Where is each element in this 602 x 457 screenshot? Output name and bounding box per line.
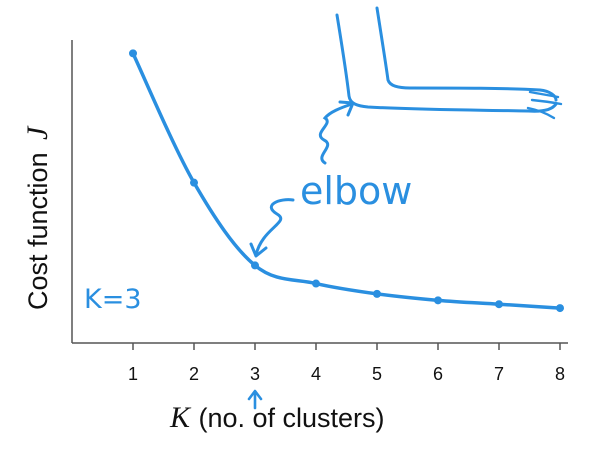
arrow-to-curve-head xyxy=(249,242,268,258)
x-axis-text: (no. of clusters) xyxy=(198,403,384,433)
k3-marker-arrow xyxy=(247,389,263,410)
x-axis-label: K (no. of clusters) xyxy=(169,401,385,434)
data-point xyxy=(495,300,503,309)
data-point xyxy=(556,304,564,313)
x-tick-label: 3 xyxy=(250,364,260,384)
data-point xyxy=(251,261,259,270)
x-tick-label: 6 xyxy=(433,364,443,384)
data-point xyxy=(190,178,198,187)
x-tick-label: 4 xyxy=(311,364,321,384)
y-axis-text: Cost function xyxy=(23,152,53,310)
y-axis-label: Cost function J xyxy=(21,125,54,310)
x-tick-label: 1 xyxy=(128,364,138,384)
arm-upper-outline xyxy=(375,6,558,102)
arrow-to-curve xyxy=(254,198,295,257)
x-axis-ticks: 1 2 3 4 5 6 7 8 xyxy=(128,343,565,384)
k-equals-label: K=3 xyxy=(84,284,142,315)
hand-fingers xyxy=(526,90,563,120)
x-tick-label: 8 xyxy=(555,364,565,384)
data-point xyxy=(312,279,320,288)
data-point xyxy=(373,289,381,298)
cost-points xyxy=(129,49,564,313)
arrow-to-arm xyxy=(318,102,354,165)
elbow-label: elbow xyxy=(300,169,412,213)
data-point xyxy=(434,296,442,305)
data-point xyxy=(129,49,137,58)
y-axis-variable: J xyxy=(21,125,54,140)
x-tick-label: 2 xyxy=(189,364,199,384)
arm-lower-outline xyxy=(335,13,558,113)
x-tick-label: 7 xyxy=(494,364,504,384)
arrow-to-arm-head xyxy=(338,100,355,117)
x-tick-label: 5 xyxy=(372,364,382,384)
x-axis-variable: K xyxy=(169,401,192,434)
